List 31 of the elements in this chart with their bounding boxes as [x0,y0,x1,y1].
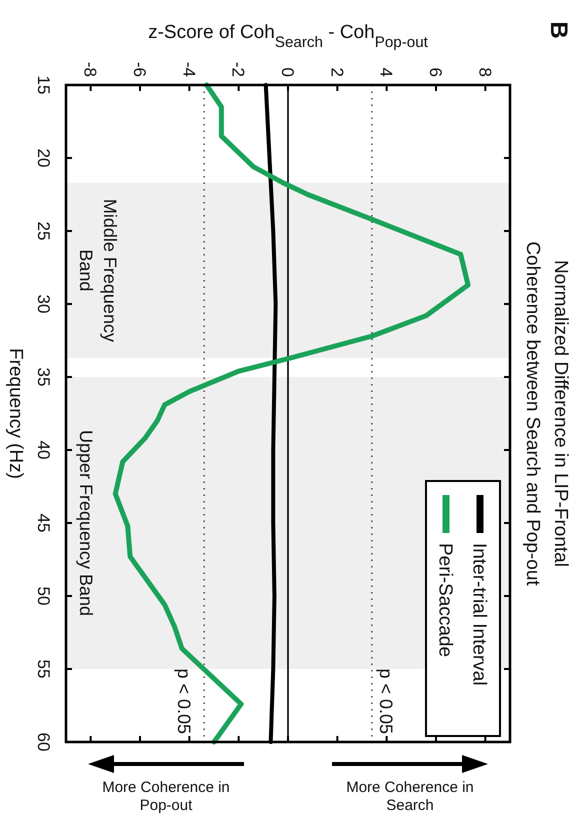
y-tick-label: 55 [34,660,54,678]
x-axis-title: z-Score of Coh$_{Search}$ - Coh$_{Pop-out}$ [148,22,429,50]
x-tick-label: -6 [130,62,150,77]
x-tick-label: 6 [426,68,446,77]
y-axis-title: Frequency (Hz) [5,348,26,479]
legend-label: Inter-trial Interval [468,543,490,686]
x-tick-label: -4 [179,62,198,77]
text: More Coherence in Search [346,779,474,814]
y-tick-label: 30 [34,294,54,314]
band-label: Upper Frequency Band [76,430,96,616]
y-tick-label: 45 [34,514,54,532]
x-tick-label: 8 [475,68,494,77]
text: More Coherence in Pop-out [102,779,230,814]
x-tick-label: 2 [327,68,346,77]
y-tick-label: 60 [34,732,54,752]
y-tick-label: 20 [34,148,54,168]
y-tick-label: 15 [34,76,54,94]
y-tick-label: 40 [34,440,54,460]
y-tick-label: 25 [34,222,54,240]
band-label: Middle Frequency Band [76,198,120,342]
x-tick-label: -8 [80,62,100,77]
legend-label: Peri-Saccade [434,543,456,658]
text: Normalized Difference in LIP-Frontal Coherence between Search and Pop-out [522,241,571,586]
ref-line-label: p < 0.05 [174,668,194,734]
y-tick-label: 50 [34,586,54,606]
text: B [545,21,572,39]
x-tick-label: 4 [376,68,396,77]
y-tick-label: 35 [34,368,54,386]
x-tick-label: 0 [278,68,298,77]
x-tick-label: -2 [228,62,248,77]
ref-line-label: p < 0.05 [376,668,396,734]
